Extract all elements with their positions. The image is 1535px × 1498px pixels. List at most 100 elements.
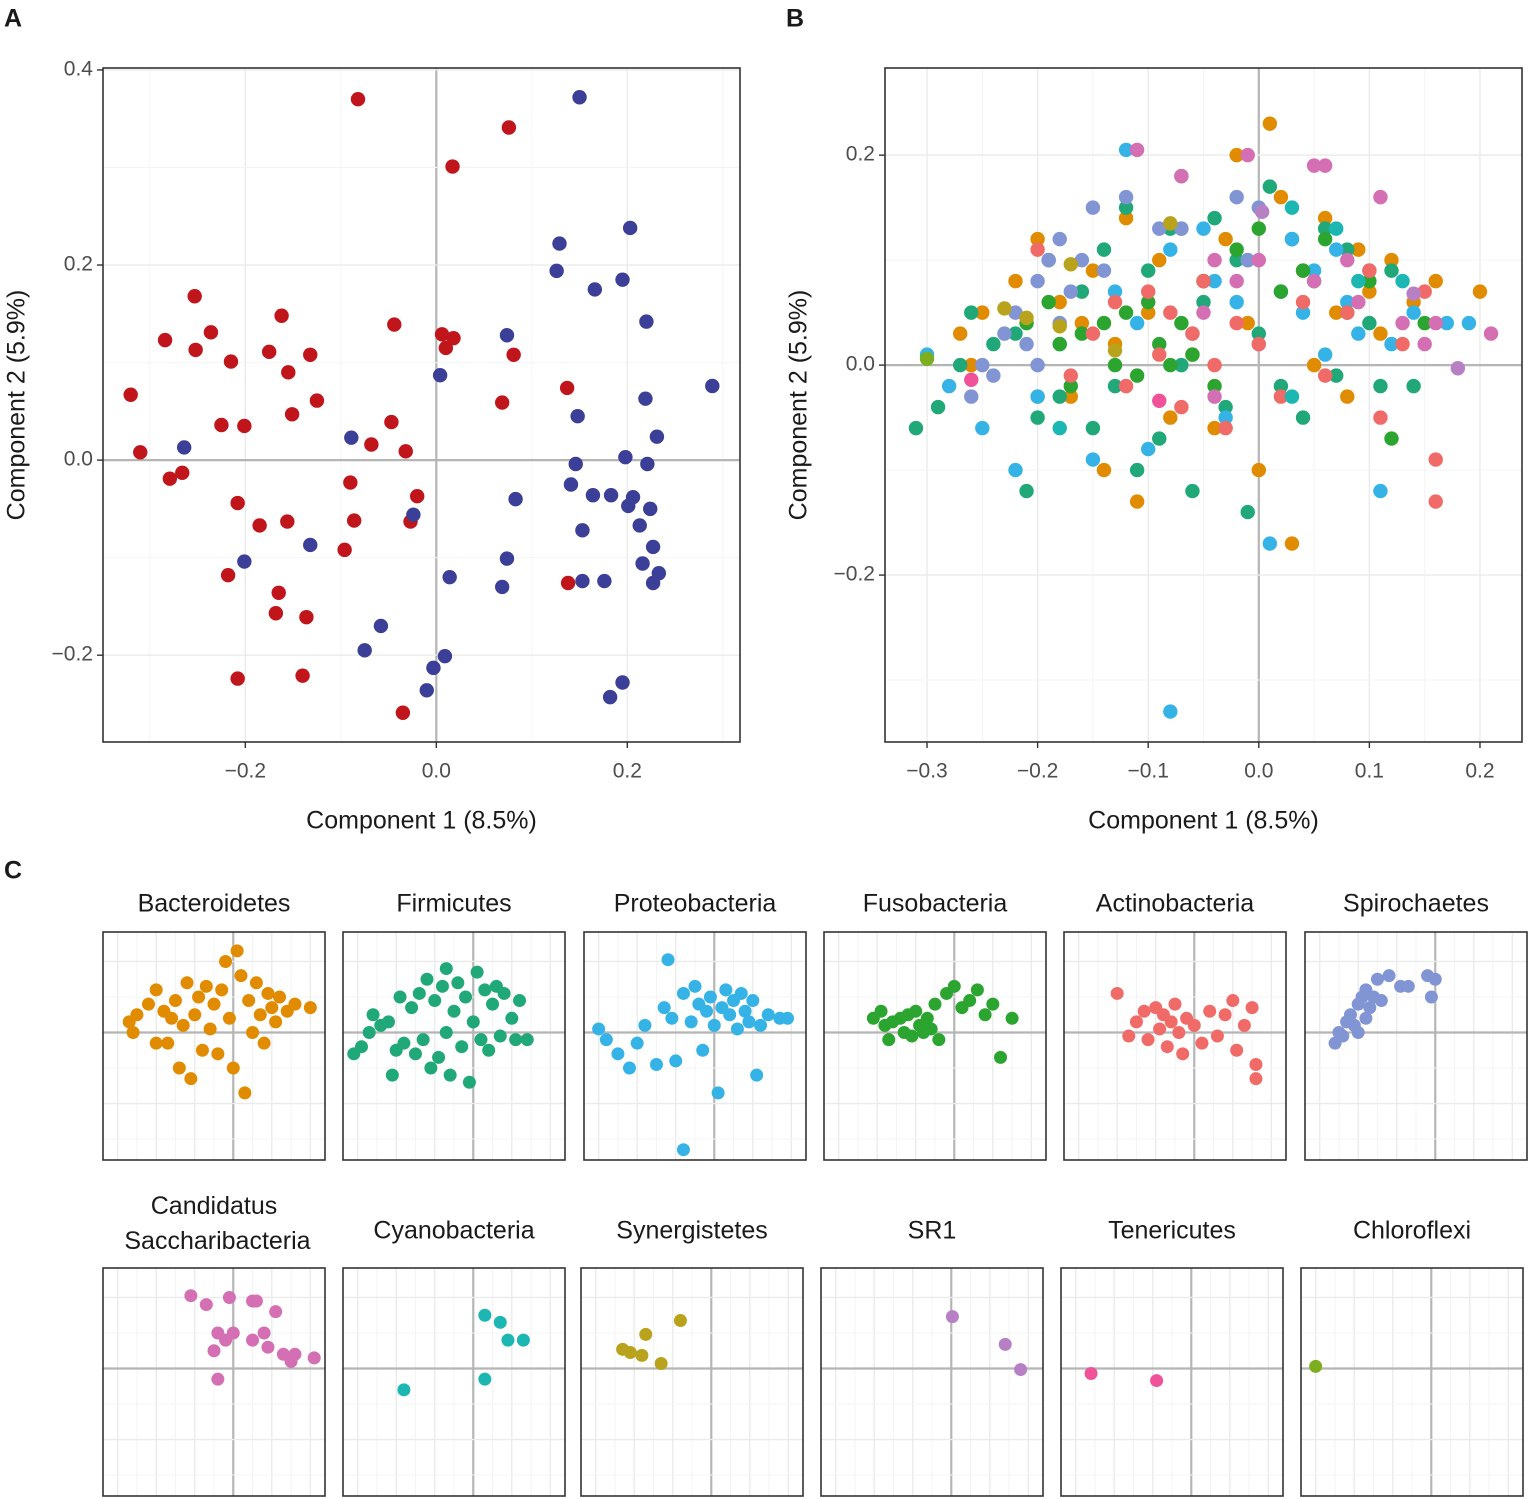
facet-title: Fusobacteria bbox=[863, 890, 1008, 918]
point bbox=[508, 491, 523, 507]
facet-title: Tenericutes bbox=[1108, 1217, 1236, 1245]
facet-border bbox=[1063, 931, 1287, 1161]
point bbox=[1118, 210, 1134, 226]
point bbox=[1340, 252, 1355, 268]
point bbox=[719, 983, 733, 997]
point bbox=[734, 986, 748, 1000]
point bbox=[953, 326, 968, 341]
point bbox=[280, 514, 295, 529]
point bbox=[416, 1033, 430, 1047]
point bbox=[451, 976, 465, 990]
point bbox=[975, 420, 990, 436]
point bbox=[1406, 305, 1421, 320]
point bbox=[1196, 221, 1211, 236]
point bbox=[1030, 357, 1045, 373]
point bbox=[1172, 1026, 1186, 1040]
y-tick-label: 0.0 bbox=[64, 448, 93, 471]
point bbox=[220, 568, 236, 583]
point bbox=[986, 997, 1000, 1011]
point bbox=[1141, 284, 1156, 299]
y-tick-label: 0.2 bbox=[846, 143, 875, 166]
point bbox=[1085, 326, 1101, 341]
point bbox=[592, 1022, 606, 1036]
point bbox=[1295, 263, 1311, 278]
point bbox=[446, 330, 461, 346]
point bbox=[1152, 252, 1167, 268]
point bbox=[1085, 452, 1101, 467]
point bbox=[684, 1015, 698, 1029]
point bbox=[211, 1047, 225, 1061]
point bbox=[1074, 315, 1090, 331]
point bbox=[506, 347, 521, 362]
point bbox=[1230, 1043, 1244, 1057]
point bbox=[343, 475, 358, 490]
point bbox=[408, 1047, 422, 1061]
point bbox=[1262, 116, 1278, 131]
point bbox=[676, 1143, 690, 1157]
point bbox=[176, 1018, 190, 1032]
point bbox=[1030, 273, 1045, 289]
point bbox=[470, 965, 484, 979]
facet-border bbox=[1300, 1267, 1524, 1497]
point bbox=[1152, 431, 1167, 446]
point bbox=[1174, 315, 1189, 331]
x-tick-label: −0.1 bbox=[1127, 760, 1168, 783]
x-tick-label: 0.2 bbox=[613, 760, 642, 783]
point bbox=[438, 340, 454, 356]
point bbox=[149, 1036, 163, 1050]
point bbox=[587, 282, 603, 297]
point bbox=[1110, 986, 1124, 1000]
point bbox=[161, 1036, 175, 1050]
point bbox=[397, 1383, 411, 1397]
point bbox=[1309, 1359, 1323, 1373]
point bbox=[362, 1026, 376, 1040]
point bbox=[1362, 284, 1377, 299]
point bbox=[432, 368, 448, 383]
point bbox=[214, 417, 229, 433]
point bbox=[1317, 210, 1333, 226]
point bbox=[466, 1015, 480, 1029]
point bbox=[622, 1061, 636, 1075]
point bbox=[1240, 147, 1255, 163]
point bbox=[1129, 462, 1145, 478]
point bbox=[1336, 1029, 1350, 1043]
point bbox=[1306, 273, 1322, 289]
point bbox=[1428, 972, 1442, 986]
point bbox=[723, 1008, 737, 1022]
point bbox=[486, 997, 500, 1011]
point bbox=[482, 1043, 496, 1057]
point bbox=[478, 1308, 492, 1322]
point bbox=[1229, 315, 1244, 331]
point bbox=[192, 990, 206, 1004]
x-axis-title: Component 1 (8.5%) bbox=[1088, 807, 1319, 835]
point bbox=[1251, 336, 1266, 352]
point bbox=[1052, 336, 1067, 352]
point bbox=[750, 1068, 764, 1082]
point bbox=[253, 1008, 267, 1022]
point bbox=[1196, 273, 1211, 289]
point bbox=[1005, 1011, 1019, 1025]
point bbox=[568, 456, 583, 472]
point bbox=[1174, 357, 1189, 373]
y-tick-label: −0.2 bbox=[834, 563, 875, 586]
point bbox=[242, 994, 256, 1008]
point bbox=[1229, 252, 1244, 268]
point bbox=[1218, 1008, 1232, 1022]
point bbox=[654, 1357, 668, 1371]
point bbox=[274, 308, 289, 323]
plot-border bbox=[884, 67, 1523, 743]
point bbox=[381, 1015, 395, 1029]
point bbox=[1373, 189, 1388, 205]
point bbox=[509, 1033, 523, 1047]
point bbox=[964, 357, 979, 373]
point bbox=[1052, 420, 1067, 436]
point bbox=[165, 1011, 179, 1025]
point bbox=[1129, 142, 1145, 158]
point bbox=[572, 90, 587, 105]
point bbox=[1063, 378, 1078, 394]
point bbox=[1395, 336, 1410, 352]
point bbox=[1240, 315, 1255, 331]
point bbox=[1329, 242, 1344, 257]
point bbox=[252, 518, 267, 533]
point bbox=[447, 1004, 461, 1018]
